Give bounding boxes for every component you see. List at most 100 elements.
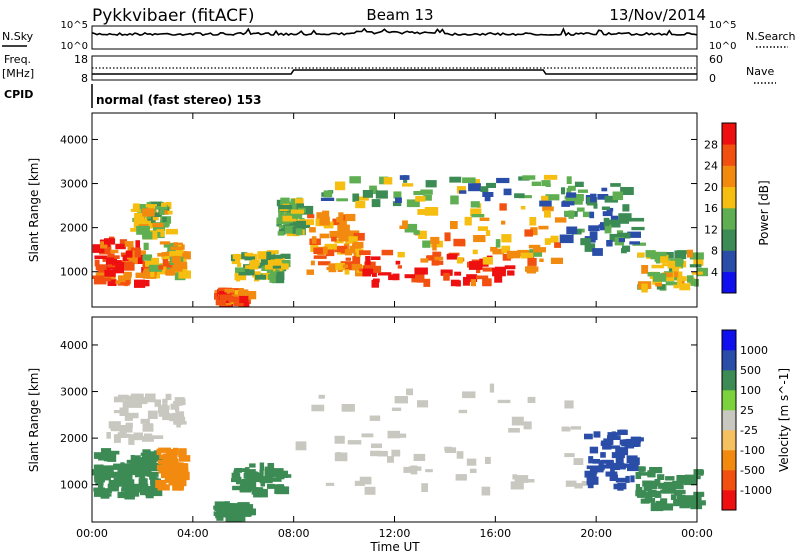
power-cell xyxy=(541,195,549,202)
power-cell xyxy=(693,279,699,287)
power-cell xyxy=(324,243,337,250)
velocity-cell xyxy=(361,433,374,438)
power-cell xyxy=(473,235,486,243)
velocity-cell xyxy=(110,472,123,478)
power-cell xyxy=(554,242,561,248)
power-cell xyxy=(641,265,649,274)
power-region xyxy=(276,197,314,237)
power-cell xyxy=(231,255,241,265)
velocity-cell xyxy=(458,409,468,414)
velocity-cell xyxy=(259,476,273,484)
velocity-cell xyxy=(223,505,233,511)
power-cell xyxy=(137,209,146,217)
velocity-cell xyxy=(512,474,518,480)
power-cell xyxy=(395,197,402,203)
power-cell xyxy=(690,281,696,286)
power-cell xyxy=(397,265,402,269)
x-tick-label: 08:00 xyxy=(278,527,310,540)
power-cell xyxy=(673,268,679,278)
power-cell xyxy=(490,246,498,252)
velocity-cell xyxy=(610,445,621,449)
power-cell xyxy=(292,212,303,219)
power-cell xyxy=(589,211,595,219)
power-cell xyxy=(501,245,511,253)
power-cell xyxy=(655,282,663,287)
velocity-cell xyxy=(175,411,185,421)
velocity-cell xyxy=(610,468,615,473)
nave-tick-top: 60 xyxy=(709,53,723,66)
power-cell xyxy=(94,255,107,259)
power-cell xyxy=(349,176,361,184)
power-cell xyxy=(107,279,117,286)
velocity-cell xyxy=(129,434,143,441)
velocity-cell xyxy=(128,486,134,493)
velocity-cell xyxy=(163,459,169,466)
power-cell xyxy=(631,217,645,222)
power-cell xyxy=(214,292,220,300)
power-cell xyxy=(130,247,141,251)
power-cell xyxy=(112,264,124,274)
velocity-cell xyxy=(214,501,229,510)
velocity-cell xyxy=(162,398,168,404)
velocity-cell xyxy=(107,454,117,462)
power-cell xyxy=(604,195,618,203)
power-cell xyxy=(393,191,402,199)
velocity-cell xyxy=(178,455,191,462)
velocity-cell xyxy=(584,470,597,478)
power-cell xyxy=(597,194,609,200)
power-cell xyxy=(544,238,551,245)
velocity-cell xyxy=(370,450,382,457)
velocity-cell xyxy=(334,452,348,462)
velocity-colorbar: 1000 500 100 25 -25 -100 -500 -1000 xyxy=(721,329,772,511)
power-cell xyxy=(426,256,440,261)
power-cell xyxy=(450,221,458,230)
velocity-cell xyxy=(410,465,418,475)
power-cell xyxy=(462,177,476,184)
velocity-cell xyxy=(150,483,158,492)
velocity-cell xyxy=(674,490,680,496)
power-cell xyxy=(627,231,641,238)
power-cell xyxy=(127,246,134,254)
power-cell xyxy=(373,265,382,273)
velocity-cell xyxy=(562,427,571,432)
power-cell xyxy=(97,270,104,275)
power-cell xyxy=(353,232,365,241)
velocity-cell xyxy=(527,396,536,403)
noise-left-tick-top: 10^5 xyxy=(61,20,88,31)
power-cell xyxy=(402,220,408,227)
nave-label: Nave xyxy=(746,65,774,78)
power-cell xyxy=(92,275,104,279)
power-cell xyxy=(406,199,420,208)
power-cell xyxy=(148,205,156,211)
power-cell xyxy=(482,257,493,265)
velocity-cell xyxy=(144,433,153,442)
power-cell xyxy=(679,283,691,291)
power-cell xyxy=(125,250,133,258)
velocity-cell xyxy=(93,452,104,459)
power-cell xyxy=(365,256,371,265)
power-cell xyxy=(533,247,546,253)
velocity-cell xyxy=(178,448,187,458)
velocity-cell xyxy=(638,466,645,472)
power-cell xyxy=(616,220,629,224)
velocity-cell xyxy=(589,446,599,454)
velocity-cell xyxy=(508,428,520,433)
power-cell xyxy=(166,263,173,268)
velocity-cell xyxy=(413,453,426,461)
power-cell xyxy=(336,198,348,202)
power-cell xyxy=(672,276,679,281)
power-cell xyxy=(323,190,333,198)
power-cell xyxy=(252,271,261,278)
freq-tick-top: 18 xyxy=(74,53,88,66)
velocity-cell xyxy=(154,457,164,462)
power-cell xyxy=(617,232,631,239)
power-cell xyxy=(430,240,443,248)
power-cell xyxy=(278,225,284,229)
velocity-cell xyxy=(359,476,372,485)
power-cell xyxy=(479,217,490,221)
velocity-cell xyxy=(605,471,618,477)
power-cell xyxy=(392,201,402,207)
power-colorbar-label: Power [dB] xyxy=(757,180,771,245)
power-cell xyxy=(241,252,248,260)
